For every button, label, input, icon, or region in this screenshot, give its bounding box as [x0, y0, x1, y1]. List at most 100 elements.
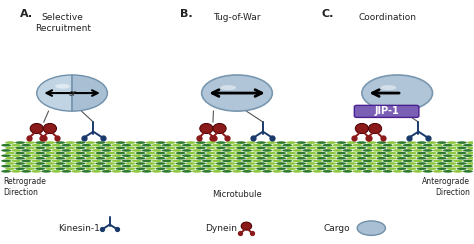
Ellipse shape: [316, 167, 326, 170]
Ellipse shape: [346, 152, 356, 154]
Ellipse shape: [413, 160, 423, 162]
Ellipse shape: [337, 162, 346, 165]
Ellipse shape: [392, 165, 402, 167]
Ellipse shape: [21, 165, 31, 167]
Ellipse shape: [353, 154, 363, 157]
Ellipse shape: [236, 162, 246, 165]
Ellipse shape: [417, 152, 427, 154]
Ellipse shape: [262, 165, 272, 167]
Ellipse shape: [302, 160, 312, 162]
Ellipse shape: [186, 152, 196, 154]
Ellipse shape: [397, 146, 407, 149]
Ellipse shape: [316, 157, 326, 160]
Ellipse shape: [397, 141, 407, 144]
Ellipse shape: [306, 141, 316, 144]
Ellipse shape: [172, 154, 182, 157]
Ellipse shape: [72, 160, 82, 162]
Ellipse shape: [232, 149, 242, 152]
Ellipse shape: [95, 152, 105, 154]
Ellipse shape: [226, 167, 236, 170]
Ellipse shape: [232, 170, 242, 173]
Ellipse shape: [25, 162, 35, 165]
Ellipse shape: [202, 165, 212, 167]
Ellipse shape: [200, 123, 213, 133]
Ellipse shape: [343, 165, 352, 167]
Ellipse shape: [136, 162, 146, 165]
Ellipse shape: [31, 160, 41, 162]
Ellipse shape: [453, 149, 463, 152]
Ellipse shape: [62, 165, 71, 167]
Ellipse shape: [346, 157, 356, 160]
Ellipse shape: [162, 165, 172, 167]
Ellipse shape: [413, 170, 423, 173]
Ellipse shape: [202, 170, 212, 173]
Ellipse shape: [376, 146, 386, 149]
Ellipse shape: [417, 141, 427, 144]
Ellipse shape: [262, 144, 272, 147]
Ellipse shape: [453, 154, 463, 157]
Ellipse shape: [75, 152, 85, 154]
Ellipse shape: [1, 154, 11, 157]
Ellipse shape: [186, 157, 196, 160]
Ellipse shape: [457, 152, 467, 154]
Ellipse shape: [222, 160, 232, 162]
Ellipse shape: [397, 152, 407, 154]
Ellipse shape: [162, 170, 172, 173]
Text: Tug-of-War: Tug-of-War: [213, 13, 261, 22]
Ellipse shape: [306, 146, 316, 149]
Ellipse shape: [226, 157, 236, 160]
Ellipse shape: [322, 149, 332, 152]
Ellipse shape: [85, 157, 95, 160]
Ellipse shape: [457, 162, 467, 165]
Ellipse shape: [72, 144, 82, 147]
Ellipse shape: [75, 162, 85, 165]
Ellipse shape: [353, 165, 363, 167]
Ellipse shape: [232, 144, 242, 147]
Ellipse shape: [232, 154, 242, 157]
Circle shape: [362, 75, 433, 111]
Ellipse shape: [433, 154, 443, 157]
Ellipse shape: [276, 157, 286, 160]
Ellipse shape: [423, 170, 433, 173]
Ellipse shape: [272, 160, 282, 162]
Ellipse shape: [327, 167, 336, 170]
Ellipse shape: [136, 152, 146, 154]
Ellipse shape: [82, 149, 91, 152]
Ellipse shape: [85, 152, 95, 154]
Ellipse shape: [5, 141, 15, 144]
Ellipse shape: [136, 146, 146, 149]
Ellipse shape: [427, 162, 437, 165]
Ellipse shape: [392, 149, 402, 152]
Ellipse shape: [286, 141, 296, 144]
Ellipse shape: [256, 141, 266, 144]
Ellipse shape: [172, 170, 182, 173]
Ellipse shape: [46, 141, 55, 144]
Ellipse shape: [282, 144, 292, 147]
Ellipse shape: [95, 141, 105, 144]
Ellipse shape: [82, 165, 91, 167]
Text: Microtubule: Microtubule: [212, 190, 262, 199]
Circle shape: [357, 221, 385, 235]
Ellipse shape: [82, 170, 91, 173]
Ellipse shape: [155, 162, 165, 165]
Ellipse shape: [101, 154, 111, 157]
Ellipse shape: [116, 167, 126, 170]
Ellipse shape: [146, 146, 155, 149]
Ellipse shape: [417, 167, 427, 170]
Ellipse shape: [327, 141, 336, 144]
Ellipse shape: [286, 162, 296, 165]
Ellipse shape: [192, 165, 202, 167]
Ellipse shape: [176, 167, 186, 170]
Ellipse shape: [366, 152, 376, 154]
Ellipse shape: [383, 160, 392, 162]
Ellipse shape: [387, 162, 396, 165]
Ellipse shape: [46, 162, 55, 165]
Ellipse shape: [142, 170, 152, 173]
Ellipse shape: [296, 157, 306, 160]
Ellipse shape: [176, 157, 186, 160]
Ellipse shape: [46, 152, 55, 154]
Ellipse shape: [51, 165, 61, 167]
Ellipse shape: [252, 149, 262, 152]
Ellipse shape: [65, 167, 75, 170]
Ellipse shape: [226, 141, 236, 144]
